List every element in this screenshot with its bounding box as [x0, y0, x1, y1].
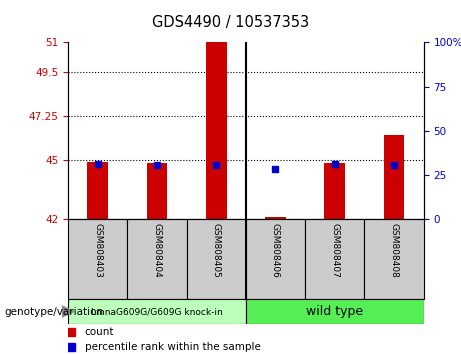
Bar — [325, 164, 345, 219]
Bar — [147, 164, 167, 219]
Bar — [127, 219, 187, 299]
Text: GSM808405: GSM808405 — [212, 223, 221, 278]
Polygon shape — [62, 306, 74, 317]
Bar — [384, 135, 404, 219]
Text: GDS4490 / 10537353: GDS4490 / 10537353 — [152, 15, 309, 30]
Text: genotype/variation: genotype/variation — [5, 307, 104, 316]
Bar — [68, 219, 127, 299]
Bar — [87, 162, 108, 219]
Bar — [364, 219, 424, 299]
Text: count: count — [85, 327, 114, 337]
Bar — [246, 219, 305, 299]
Bar — [206, 42, 226, 219]
Text: GSM808408: GSM808408 — [390, 223, 399, 278]
Text: LmnaG609G/G609G knock-in: LmnaG609G/G609G knock-in — [91, 307, 223, 316]
Bar — [68, 299, 246, 324]
Bar — [246, 299, 424, 324]
Bar — [265, 217, 286, 219]
Text: wild type: wild type — [306, 305, 363, 318]
Text: GSM808407: GSM808407 — [330, 223, 339, 278]
Text: GSM808406: GSM808406 — [271, 223, 280, 278]
Bar — [305, 219, 364, 299]
Bar — [187, 219, 246, 299]
Text: GSM808403: GSM808403 — [93, 223, 102, 278]
Text: GSM808404: GSM808404 — [153, 223, 161, 278]
Text: percentile rank within the sample: percentile rank within the sample — [85, 342, 260, 352]
